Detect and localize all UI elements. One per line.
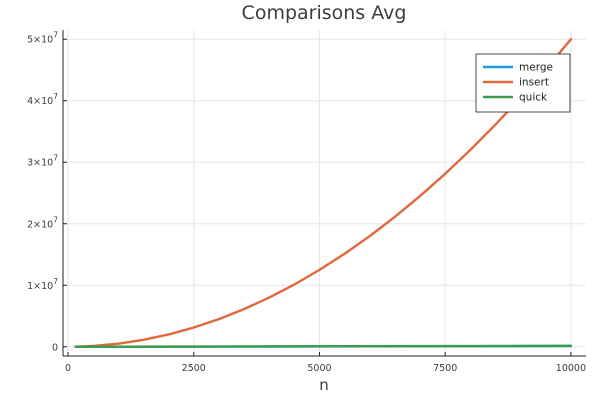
y-tick-label: 1×107: [27, 277, 58, 292]
y-tick-label-base: 1×10: [27, 281, 53, 292]
y-tick-label: 5×107: [27, 31, 58, 46]
x-tick-label: 10000: [556, 363, 586, 374]
x-tick-label: 2500: [182, 363, 206, 374]
axes: [62, 30, 586, 357]
y-tick-label: 4×107: [27, 92, 58, 107]
series-line-insert: [74, 38, 573, 348]
y-tick-label-exponent: 7: [53, 215, 58, 224]
x-tick-label: 0: [65, 363, 71, 374]
y-tick-label: 3×107: [27, 154, 58, 169]
x-tick-labels: 0 2500 5000 7500 10000: [65, 363, 586, 374]
x-tick-label: 5000: [307, 363, 331, 374]
y-tick-label-base: 4×10: [27, 96, 53, 107]
y-tick-label-exponent: 7: [53, 92, 58, 101]
y-tick-label-base: 3×10: [27, 158, 53, 169]
x-tick-label: 7500: [433, 363, 457, 374]
chart-title: Comparisons Avg: [242, 2, 407, 24]
series-lines: [74, 38, 573, 348]
y-tick-label: 0: [52, 342, 58, 353]
legend-label-merge: merge: [519, 62, 553, 74]
y-tick-label-base: 0: [52, 342, 58, 353]
y-tick-label-exponent: 7: [53, 277, 58, 286]
y-tick-label-base: 5×10: [27, 35, 53, 46]
y-tick-label-exponent: 7: [53, 31, 58, 40]
y-tick-label: 2×107: [27, 215, 58, 230]
legend-label-insert: insert: [519, 77, 549, 89]
series-line-quick: [74, 344, 573, 348]
y-tick-label-base: 2×10: [27, 219, 53, 230]
legend: merge insert quick: [475, 53, 571, 113]
legend-label-quick: quick: [519, 92, 548, 104]
x-axis-label: n: [319, 376, 329, 394]
y-tick-label-exponent: 7: [53, 154, 58, 163]
